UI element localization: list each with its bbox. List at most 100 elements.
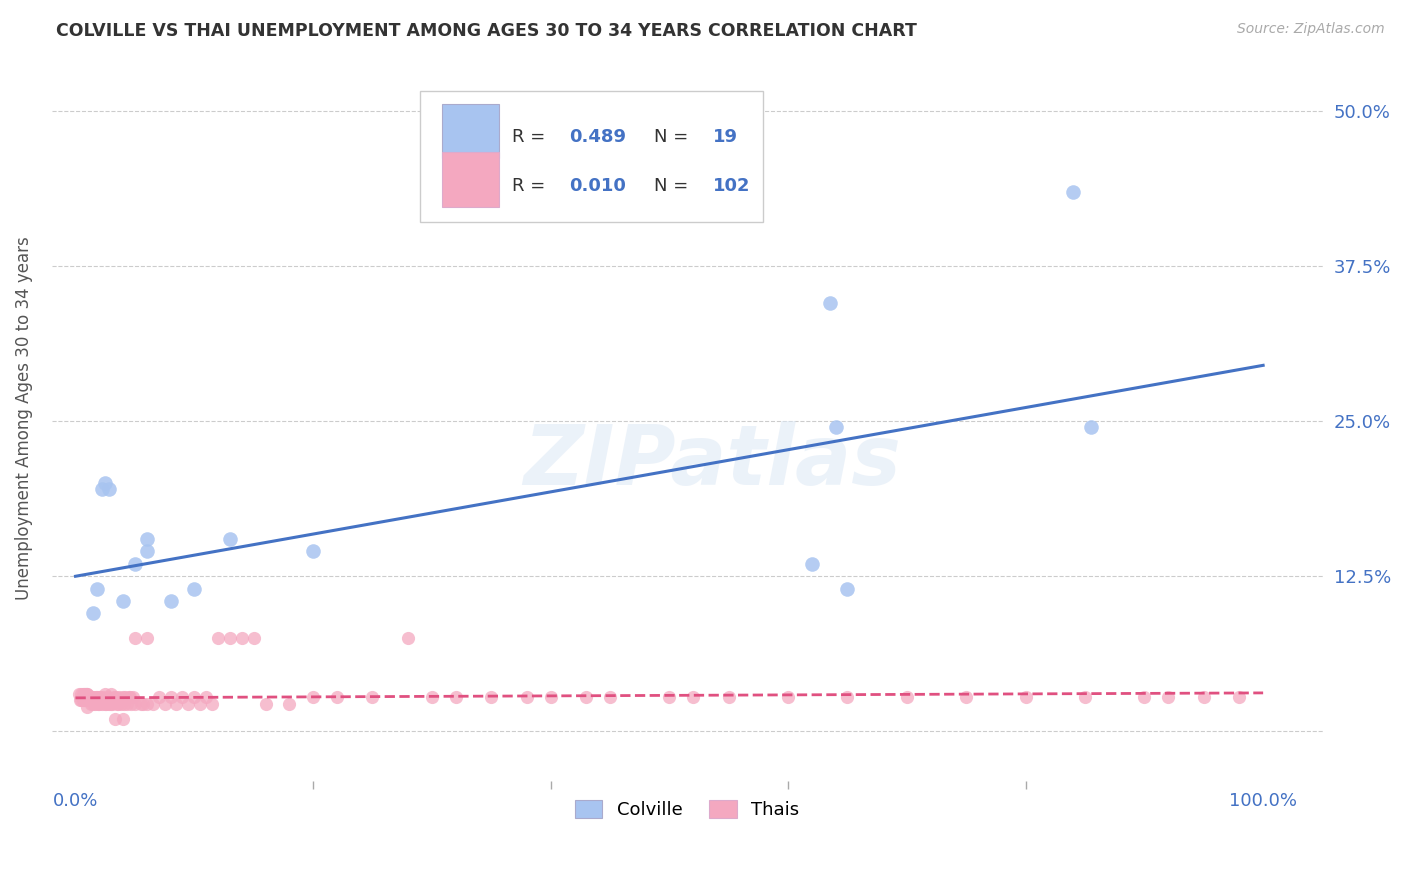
Point (111, 712, 134, 726)
Point (114, 690, 136, 704)
Point (110, 697, 132, 711)
Point (75, 693, 97, 707)
Point (83, 697, 105, 711)
Point (142, 697, 165, 711)
Point (778, 690, 800, 704)
Point (76, 693, 98, 707)
Point (115, 697, 138, 711)
Point (94, 687, 117, 701)
Point (82, 690, 104, 704)
Point (124, 697, 146, 711)
Point (120, 697, 142, 711)
Point (153, 697, 176, 711)
Point (219, 632, 242, 646)
Point (231, 632, 253, 646)
Point (396, 632, 419, 646)
Point (824, 420, 846, 434)
Point (361, 690, 384, 704)
Text: 0.489: 0.489 (569, 128, 626, 146)
Point (76, 699, 98, 714)
Point (70, 693, 93, 707)
Point (100, 697, 122, 711)
Point (516, 690, 538, 704)
Point (540, 690, 562, 704)
Point (97, 483, 120, 497)
Legend: Colville, Thais: Colville, Thais (568, 793, 807, 826)
Point (97, 697, 120, 711)
Text: N =: N = (654, 128, 695, 146)
Point (1133, 690, 1156, 704)
Point (129, 697, 152, 711)
Point (72, 687, 94, 701)
Point (1062, 185, 1084, 199)
Point (124, 632, 146, 646)
Text: N =: N = (654, 177, 695, 194)
Point (90, 483, 112, 497)
Point (107, 697, 129, 711)
Point (94, 476, 117, 491)
Text: 0.010: 0.010 (569, 177, 626, 194)
FancyBboxPatch shape (420, 92, 763, 222)
Point (90, 697, 112, 711)
Point (96, 697, 118, 711)
Point (1157, 690, 1180, 704)
Point (67, 687, 90, 701)
Text: R =: R = (512, 177, 551, 194)
Point (89, 690, 111, 704)
Point (76, 687, 98, 701)
FancyBboxPatch shape (441, 103, 499, 158)
Point (82, 607, 104, 621)
Point (148, 690, 170, 704)
Point (100, 687, 122, 701)
Point (86, 690, 108, 704)
FancyBboxPatch shape (441, 153, 499, 207)
Point (188, 697, 211, 711)
Point (135, 532, 157, 546)
Text: 19: 19 (713, 128, 738, 146)
Point (444, 690, 467, 704)
Point (76, 687, 98, 701)
Point (599, 690, 621, 704)
Point (302, 690, 325, 704)
Point (112, 697, 135, 711)
Point (1227, 690, 1250, 704)
Point (254, 697, 277, 711)
Point (97, 690, 120, 704)
Point (73, 687, 96, 701)
Point (165, 697, 187, 711)
Point (177, 697, 200, 711)
Point (278, 697, 301, 711)
Point (1014, 690, 1036, 704)
Point (80, 697, 103, 711)
Point (302, 544, 325, 558)
Point (75, 687, 97, 701)
Point (103, 690, 125, 704)
Point (1080, 420, 1102, 434)
Point (91, 690, 114, 704)
Point (120, 690, 142, 704)
Point (837, 582, 859, 596)
Point (207, 632, 229, 646)
Point (105, 697, 128, 711)
Point (89, 690, 111, 704)
Point (76, 693, 98, 707)
Point (955, 690, 977, 704)
Point (73, 693, 96, 707)
Point (420, 690, 443, 704)
Point (219, 532, 242, 546)
Point (69, 693, 91, 707)
Point (121, 690, 143, 704)
Point (479, 690, 502, 704)
Point (896, 690, 918, 704)
Text: COLVILLE VS THAI UNEMPLOYMENT AMONG AGES 30 TO 34 YEARS CORRELATION CHART: COLVILLE VS THAI UNEMPLOYMENT AMONG AGES… (56, 22, 917, 40)
Point (82, 690, 104, 704)
Point (89, 697, 111, 711)
Point (111, 690, 134, 704)
Text: R =: R = (512, 128, 551, 146)
Point (84, 690, 107, 704)
Point (201, 697, 224, 711)
Text: 102: 102 (713, 177, 749, 194)
Text: ZIPatlas: ZIPatlas (523, 421, 901, 502)
Point (104, 712, 127, 726)
Point (73, 687, 96, 701)
